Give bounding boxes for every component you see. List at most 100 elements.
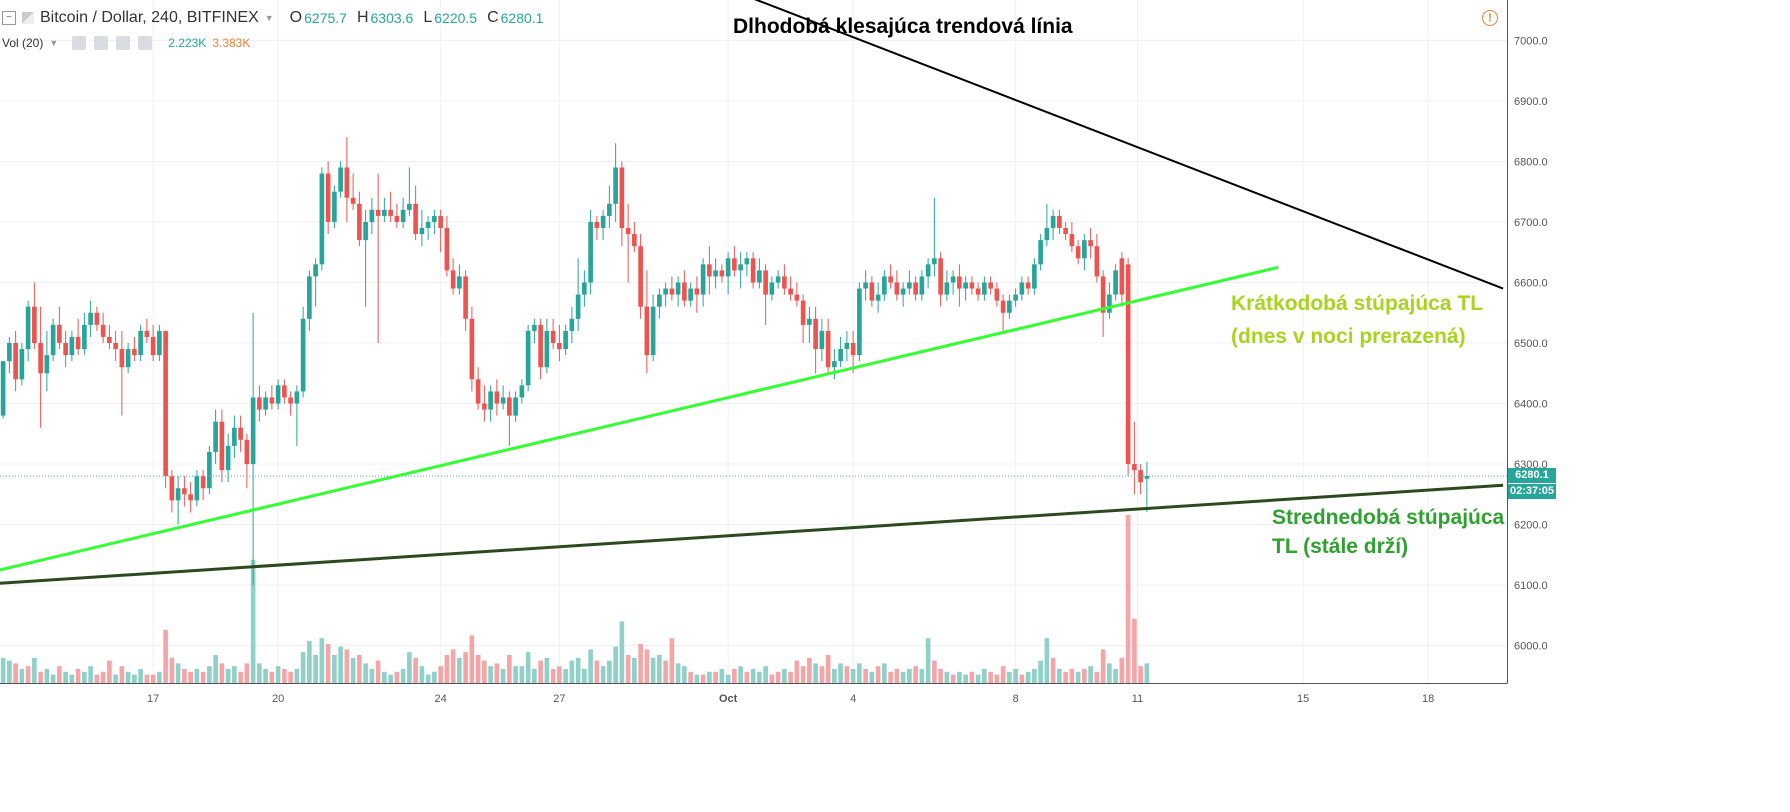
candle-body	[257, 397, 262, 410]
candle-body	[644, 306, 650, 356]
volume-bar	[38, 671, 43, 683]
volume-bar	[569, 660, 575, 683]
volume-bar	[419, 666, 425, 683]
candle	[1013, 288, 1018, 307]
candle	[213, 409, 218, 465]
y-tick-label: 6600.0	[1514, 277, 1548, 289]
candle-body	[169, 476, 175, 501]
candle	[1007, 294, 1012, 319]
candle	[694, 276, 700, 313]
candle	[269, 385, 275, 410]
volume-bar	[950, 674, 956, 683]
candle-body	[225, 445, 231, 471]
candle-body	[407, 203, 412, 210]
candle	[650, 294, 656, 362]
candle	[500, 385, 506, 410]
candle-body	[332, 191, 337, 222]
settings-icon[interactable]	[94, 36, 109, 50]
candle	[38, 306, 43, 428]
candle	[232, 415, 237, 458]
volume-bar	[575, 657, 581, 683]
annotation-mid-term-note: TL (stále drží)	[1272, 535, 1408, 558]
volume-bar	[1138, 666, 1143, 683]
volume-bar	[1063, 671, 1068, 683]
candle-body	[82, 324, 87, 350]
candle-body	[913, 282, 918, 295]
eye-icon[interactable]	[72, 36, 87, 50]
candle	[882, 270, 887, 301]
candle-body	[707, 264, 712, 277]
volume-bar	[563, 669, 568, 683]
volume-bar	[850, 669, 856, 683]
volume-bar	[163, 629, 168, 683]
candle-body	[525, 330, 531, 386]
candle-body	[1125, 264, 1131, 465]
candle	[332, 185, 337, 229]
volume-bar	[719, 669, 725, 683]
grid	[0, 0, 1507, 683]
candle	[938, 252, 943, 307]
volume-bar	[307, 641, 312, 683]
y-tick-label: 6000.0	[1514, 641, 1548, 653]
candle-body	[700, 264, 706, 295]
annotation-mid-term: Strednedobá stúpajúca	[1272, 506, 1505, 529]
volume-bar	[925, 638, 931, 683]
candle	[719, 264, 725, 283]
candle-body	[1019, 282, 1025, 295]
candle-body	[594, 221, 600, 229]
candle-body	[613, 167, 618, 204]
candle-body	[1007, 300, 1012, 313]
candle-body	[132, 349, 137, 356]
candle	[813, 306, 818, 374]
candle-body	[207, 451, 212, 489]
candle-body	[1094, 246, 1100, 277]
candle-body	[0, 361, 6, 416]
candle	[619, 161, 625, 247]
candle	[963, 276, 968, 301]
close-icon[interactable]	[138, 36, 153, 50]
x-tick-label: 20	[272, 693, 284, 705]
symbol-row: − Bitcoin / Dollar, 240, BITFINEX ▼ O 627…	[2, 9, 543, 27]
candle-body	[344, 167, 350, 198]
candle	[32, 282, 37, 350]
candle-body	[1088, 240, 1093, 247]
volume-bar	[600, 666, 606, 683]
candle	[225, 433, 231, 483]
candle	[632, 221, 637, 253]
volume-bar	[694, 674, 700, 683]
collapse-icon[interactable]: −	[2, 11, 16, 25]
chevron-down-icon[interactable]: ▼	[49, 38, 59, 48]
candle-body	[19, 349, 25, 380]
volume-bar	[557, 666, 562, 683]
candle	[600, 209, 606, 241]
volume-bar	[638, 643, 643, 683]
candle-body	[307, 276, 312, 319]
volume-bar	[1038, 660, 1043, 683]
candle-body	[575, 294, 581, 319]
candle	[557, 324, 562, 362]
candle	[300, 306, 306, 398]
candle-body	[175, 488, 181, 501]
candle	[838, 336, 843, 368]
volume-bar	[919, 669, 925, 683]
ohlc-open-label: O	[289, 9, 303, 26]
candle-body	[975, 288, 981, 295]
volume-bar	[644, 649, 650, 683]
symbol-title[interactable]: Bitcoin / Dollar, 240, BITFINEX	[40, 9, 259, 26]
volume-indicator-label[interactable]: Vol (20)	[2, 36, 44, 50]
price-chart[interactable]: 6000.0 6100.0 6200.0 6300.0 6400.0 6500.0 6600…	[0, 0, 1568, 711]
candle-body	[244, 439, 250, 465]
candle	[607, 185, 612, 229]
candle	[244, 433, 250, 489]
candle	[394, 203, 400, 229]
candle	[525, 324, 531, 392]
alert-icon[interactable]: !	[1482, 10, 1498, 26]
volume-bar	[100, 671, 106, 683]
add-icon[interactable]	[116, 36, 131, 50]
candle	[125, 343, 131, 374]
candle-body	[982, 282, 987, 295]
chevron-down-icon[interactable]: ▼	[264, 13, 274, 23]
candle-body	[163, 330, 168, 477]
candle-body	[194, 476, 200, 501]
candle	[725, 252, 731, 295]
